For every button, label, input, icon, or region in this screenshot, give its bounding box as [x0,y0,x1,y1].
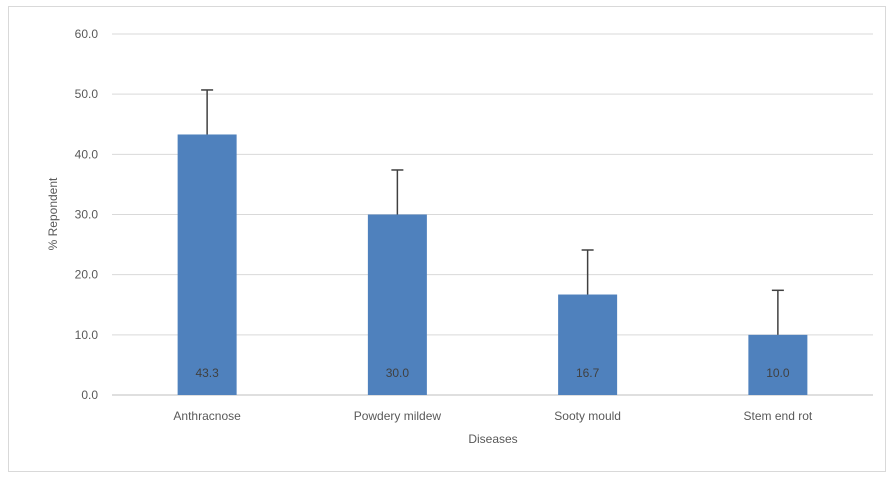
chart-frame [8,6,886,472]
x-axis-ticks: Anthracnose Powdery mildew Sooty mould Stem… [173,409,812,423]
y-tick-label: 40.0 [75,147,99,161]
bar [367,214,427,395]
bar [748,334,808,395]
y-tick-label: 50.0 [75,87,99,101]
data-label: 30.0 [386,366,410,380]
x-tick-label: Stem end rot [744,409,813,423]
error-bars [201,89,784,335]
y-axis-title: % Repondent [46,177,60,250]
data-label: 16.7 [576,366,600,380]
y-axis-ticks: 0.0 10.0 20.0 30.0 40.0 50.0 60.0 [75,27,99,402]
gridlines [112,33,873,396]
y-tick-label: 20.0 [75,268,99,282]
x-tick-label: Powdery mildew [354,409,442,423]
data-labels: 43.3 30.0 16.7 10.0 [195,366,789,380]
bar [558,294,618,395]
y-tick-label: 60.0 [75,27,99,41]
data-label: 10.0 [766,366,790,380]
y-tick-label: 10.0 [75,328,99,342]
x-axis-title: Diseases [468,432,517,446]
bar [177,134,237,395]
bars [177,134,808,395]
y-tick-label: 30.0 [75,208,99,222]
x-tick-label: Sooty mould [554,409,621,423]
x-tick-label: Anthracnose [173,409,241,423]
y-tick-label: 0.0 [81,388,98,402]
data-label: 43.3 [195,366,219,380]
